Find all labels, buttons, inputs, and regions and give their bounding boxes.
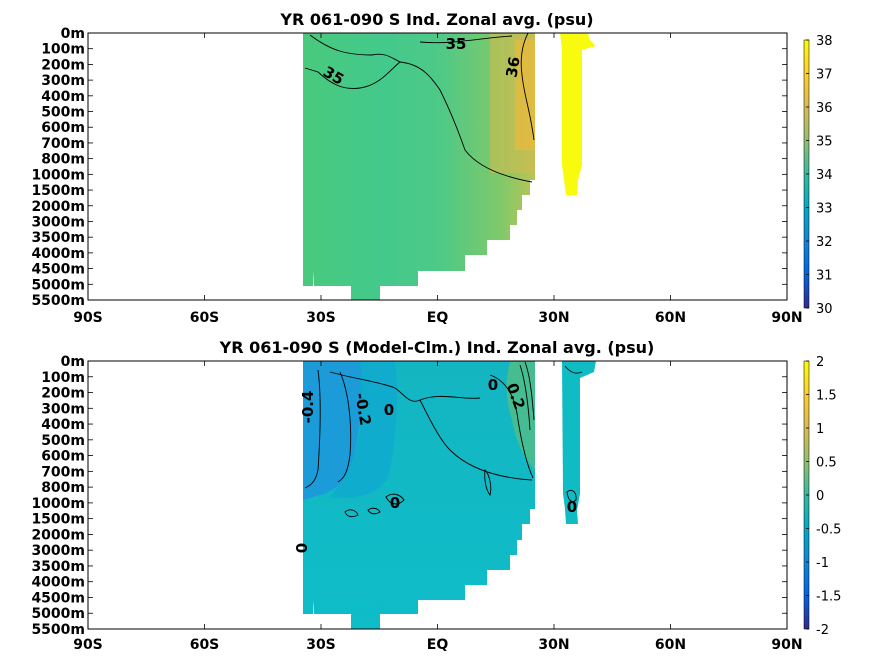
top-contour-label: 35 <box>446 35 467 53</box>
x-tick-label: 60S <box>190 310 220 326</box>
top-panel: YR 061-090 S Ind. Zonal avg. (psu) 35 35… <box>31 10 832 326</box>
y-tick-label: 700m <box>41 464 85 480</box>
bottom-contour-label: -0.2 <box>351 391 374 426</box>
y-tick-label: 200m <box>41 386 85 402</box>
colorbar-tick-label: 33 <box>816 202 833 217</box>
y-tick-label: 3500m <box>31 559 85 575</box>
y-tick-label: 3000m <box>31 214 85 230</box>
x-tick-label: 90S <box>73 310 103 326</box>
y-tick-label: 0m <box>61 354 85 370</box>
top-plot-area: 35 35 36 <box>303 32 596 300</box>
y-tick-label: 500m <box>41 433 85 449</box>
x-tick-label: EQ <box>427 310 449 326</box>
colorbar-tick-label: 34 <box>816 168 833 183</box>
top-yellow-strip <box>560 33 596 195</box>
x-tick-label: 30S <box>306 637 336 653</box>
x-tick-label: EQ <box>427 637 449 653</box>
y-tick-label: 700m <box>41 136 85 152</box>
colorbar-tick-label: -1 <box>816 556 829 571</box>
bottom-contour-label: 0 <box>384 401 394 419</box>
top-field <box>303 33 535 300</box>
x-tick-label: 60N <box>655 637 686 653</box>
x-tick-label: 30S <box>306 310 336 326</box>
y-tick-label: 300m <box>41 401 85 417</box>
colorbar-tick-label: -1.5 <box>816 590 841 605</box>
y-tick-label: 3000m <box>31 543 85 559</box>
colorbar-tick-label: 1 <box>816 422 824 437</box>
y-tick-label: 1000m <box>31 167 85 183</box>
y-tick-label: 5000m <box>31 606 85 622</box>
x-tick-label: 60S <box>190 637 220 653</box>
y-tick-label: 5000m <box>31 277 85 293</box>
y-tick-label: 4500m <box>31 262 85 278</box>
y-tick-label: 600m <box>41 449 85 465</box>
bottom-contours <box>304 361 583 518</box>
y-tick-label: 2000m <box>31 527 85 543</box>
y-tick-label: 0m <box>61 26 85 42</box>
x-tick-label: 90N <box>771 310 802 326</box>
y-tick-label: 4000m <box>31 575 85 591</box>
colorbar-tick-label: 2 <box>816 355 824 370</box>
bottom-x-ticks: 90S 60S 30S EQ 30N 60N 90N <box>73 361 803 653</box>
bottom-chart-title: YR 061-090 S (Model-Clm.) Ind. Zonal avg… <box>219 338 655 357</box>
y-tick-label: 4500m <box>31 590 85 606</box>
top-colorbar-ticks: 38 37 36 35 34 33 32 31 30 <box>806 34 833 317</box>
colorbar-tick-label: 35 <box>816 135 833 150</box>
bottom-contour-label: 0 <box>390 494 400 512</box>
bottom-panel: YR 061-090 S (Model-Clm.) Ind. Zonal avg… <box>31 338 841 653</box>
colorbar-tick-label: 1.5 <box>816 389 837 404</box>
x-tick-label: 30N <box>538 637 569 653</box>
y-tick-label: 300m <box>41 73 85 89</box>
bottom-contour-label: 0 <box>488 376 498 394</box>
colorbar-tick-label: 31 <box>816 269 833 284</box>
y-tick-label: 500m <box>41 105 85 121</box>
colorbar-tick-label: -0.5 <box>816 523 841 538</box>
top-y-ticks: 0m100m200m300m400m500m600m700m800m1000m1… <box>31 26 787 309</box>
colorbar-tick-label: 0 <box>816 489 824 504</box>
y-tick-label: 1000m <box>31 496 85 512</box>
y-tick-label: 800m <box>41 152 85 168</box>
top-chart-title: YR 061-090 S Ind. Zonal avg. (psu) <box>279 10 593 29</box>
x-tick-label: 30N <box>538 310 569 326</box>
colorbar-tick-label: 0.5 <box>816 456 837 471</box>
x-tick-label: 90S <box>73 637 103 653</box>
colorbar-tick-label: 37 <box>816 68 833 83</box>
bottom-positive-region <box>506 362 535 470</box>
x-tick-label: 90N <box>771 637 802 653</box>
y-tick-label: 3500m <box>31 230 85 246</box>
bottom-y-ticks: 0m100m200m300m400m500m600m700m800m1000m1… <box>31 354 787 638</box>
y-tick-label: 5500m <box>31 293 85 309</box>
top-contour-36 <box>520 32 535 141</box>
y-tick-label: 4000m <box>31 246 85 262</box>
y-tick-label: 400m <box>41 417 85 433</box>
bottom-plot-area: -0.4 -0.2 0 0 0.2 0 0 0 <box>293 361 596 629</box>
y-tick-label: 5500m <box>31 622 85 638</box>
colorbar-tick-label: 36 <box>816 101 833 116</box>
bottom-strip <box>562 361 596 524</box>
y-tick-label: 800m <box>41 480 85 496</box>
x-tick-label: 60N <box>655 310 686 326</box>
y-tick-label: 1500m <box>31 512 85 528</box>
y-tick-label: 2000m <box>31 199 85 215</box>
y-tick-label: 200m <box>41 57 85 73</box>
y-tick-label: 600m <box>41 120 85 136</box>
colorbar-tick-label: -2 <box>816 623 829 638</box>
y-tick-label: 400m <box>41 89 85 105</box>
top-contour-35c <box>419 35 513 44</box>
colorbar-tick-label: 30 <box>816 302 833 317</box>
colorbar-tick-label: 38 <box>816 34 833 49</box>
top-x-ticks: 90S 60S 30S EQ 30N 60N 90N <box>73 33 803 326</box>
top-contour-35b <box>399 61 533 183</box>
bottom-colorbar-ticks: 2 1.5 1 0.5 0 -0.5 -1 -1.5 -2 <box>806 355 841 638</box>
y-tick-label: 100m <box>41 370 85 386</box>
bottom-contour-label: 0 <box>293 543 311 553</box>
colorbar-tick-label: 32 <box>816 235 833 250</box>
y-tick-label: 100m <box>41 42 85 58</box>
top-contour-label: 36 <box>502 55 523 79</box>
bottom-mildneg-region <box>330 361 398 498</box>
y-tick-label: 1500m <box>31 183 85 199</box>
bottom-contour-label: 0 <box>567 498 577 516</box>
bottom-contour-label: -0.4 <box>299 391 317 424</box>
